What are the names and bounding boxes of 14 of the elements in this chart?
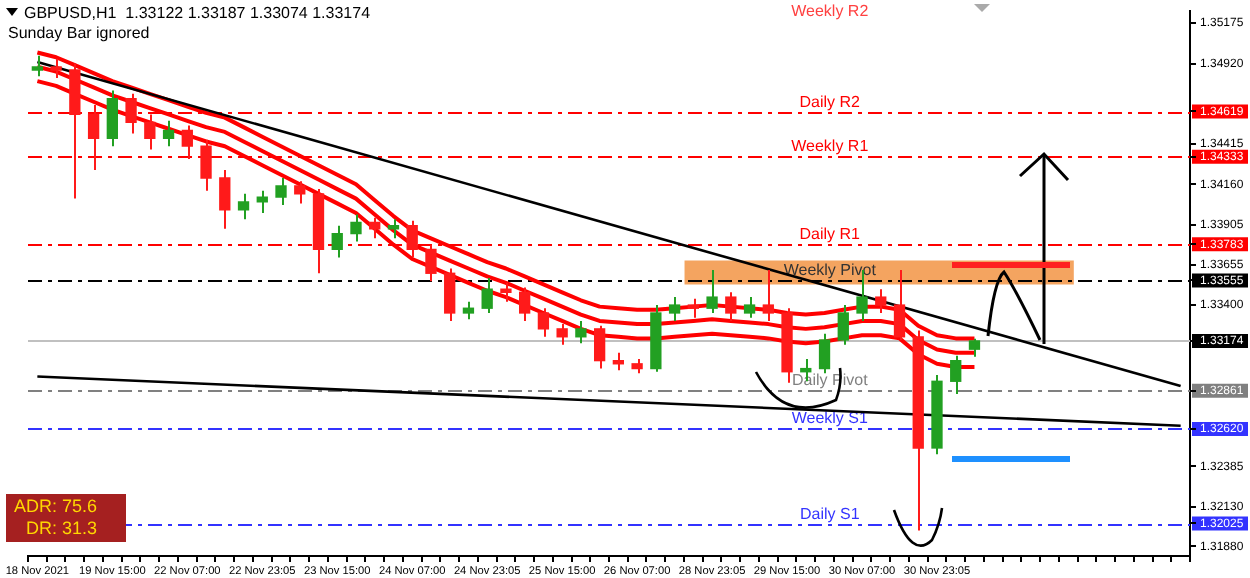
ref-line-label: Daily S1 (799, 505, 861, 524)
chart-title: GBPUSD,H1 1.33122 1.33187 1.33074 1.33174 (24, 4, 372, 23)
candlestick (275, 176, 287, 206)
candlestick (500, 281, 512, 303)
annotation: ADR: 75.6 (14, 495, 98, 516)
ref-line-label: Weekly R1 (791, 137, 870, 156)
annotation: DR: 31.3 (26, 517, 98, 538)
ref-line-label: Daily R2 (799, 93, 862, 112)
candlestick (50, 57, 62, 79)
ref-line-label: Weekly Pivot (783, 261, 878, 280)
annotation: Weekly R2 (791, 2, 870, 21)
ref-line-label: Daily R1 (799, 225, 862, 244)
text: Sunday Bar ignored (8, 24, 150, 43)
candlestick (706, 269, 718, 314)
